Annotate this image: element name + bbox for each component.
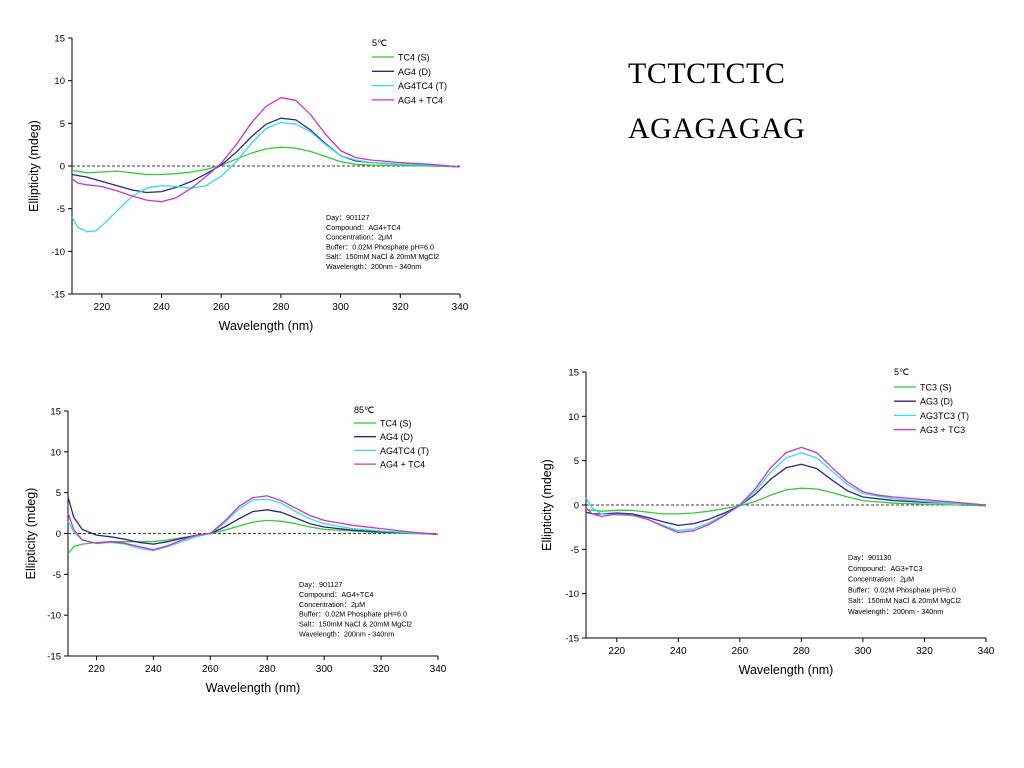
y-tick-label: -15 (565, 634, 579, 645)
y-tick-label: -10 (47, 611, 61, 622)
y-tick-label: -5 (57, 204, 65, 215)
y-axis-label: Ellipticity (mdeg) (27, 120, 41, 212)
series-line-4 (67, 495, 439, 551)
info-line: Compound：AG4+TC4 (299, 590, 374, 599)
y-tick-label: 10 (50, 447, 61, 458)
legend-entry: TC4 (S) (380, 419, 412, 429)
info-line: Wavelength：200nm - 340nm (299, 630, 394, 639)
legend-entry: AG3TC3 (T) (920, 411, 969, 421)
info-line: Buffer：0.02M Phosphate pH=6.0 (848, 585, 956, 594)
info-line: Salt：150mM NaCl & 20mM MgCl2 (326, 252, 439, 261)
y-tick-label: 0 (56, 529, 61, 540)
series-line-4 (585, 446, 987, 534)
x-tick-label: 300 (316, 664, 333, 675)
x-tick-label: 280 (259, 664, 276, 675)
y-tick-label: 5 (574, 456, 579, 467)
y-tick-label: -5 (571, 545, 579, 556)
x-tick-label: 300 (332, 302, 349, 313)
info-line: Concentration：2μM (326, 233, 392, 242)
y-axis-label: Ellipticity (mdeg) (24, 488, 38, 580)
x-tick-label: 320 (373, 664, 390, 675)
info-line: Buffer：0.02M Phosphate pH=6.0 (326, 242, 434, 251)
y-tick-label: 15 (568, 368, 579, 379)
info-line: Compound：AG3+TC3 (848, 564, 923, 573)
legend-entry: TC3 (S) (920, 383, 952, 393)
x-tick-label: 260 (202, 664, 219, 675)
chart-3: -15 -10 -5 0 5 10 15 220 240 260 280 300 320 340 Wavel… (540, 367, 995, 677)
y-tick-label: -5 (53, 570, 61, 581)
sequence-line-2: AGAGAGAG (628, 112, 806, 145)
x-tick-label: 340 (978, 646, 995, 657)
x-tick-label: 340 (452, 302, 469, 313)
series-line-1 (585, 487, 987, 515)
series-line-2 (585, 463, 987, 527)
x-axis-label: Wavelength (nm) (219, 319, 314, 333)
legend-entry: AG3 + TC3 (920, 425, 965, 435)
legend-entry: AG4 + TC4 (398, 95, 443, 105)
series-line-2 (67, 496, 439, 545)
x-tick-label: 280 (793, 646, 810, 657)
legend-entry: AG4TC4 (T) (380, 446, 429, 456)
info-line: Concentration：2μM (299, 600, 365, 609)
y-tick-label: 10 (568, 412, 579, 423)
info-line: Concentration：2μM (848, 575, 914, 584)
x-axis-label: Wavelength (nm) (206, 681, 301, 695)
x-tick-label: 260 (732, 646, 749, 657)
info-line: Salt：150mM NaCl & 20mM MgCl2 (299, 620, 412, 629)
y-tick-label: -15 (51, 290, 65, 301)
temperature-label: 85℃ (354, 405, 374, 415)
series-line-3 (585, 452, 987, 532)
info-line: Day：901127 (326, 213, 369, 222)
y-tick-label: 15 (50, 407, 61, 418)
temperature-label: 5℃ (894, 367, 909, 377)
info-line: Day：901127 (299, 580, 342, 589)
x-tick-label: 320 (392, 302, 409, 313)
y-tick-label: 0 (574, 501, 579, 512)
x-tick-label: 260 (213, 302, 230, 313)
info-line: Wavelength：200nm - 340nm (848, 607, 943, 616)
x-tick-label: 240 (145, 664, 162, 675)
legend-entry: AG4TC4 (T) (398, 81, 447, 91)
x-tick-label: 240 (670, 646, 687, 657)
y-tick-label: 15 (54, 34, 65, 45)
x-axis-label: Wavelength (nm) (739, 663, 834, 677)
series-line-2 (71, 117, 461, 194)
x-tick-label: 300 (855, 646, 872, 657)
series-line-1 (71, 146, 461, 176)
x-tick-label: 280 (273, 302, 290, 313)
x-tick-label: 220 (94, 302, 111, 313)
x-tick-label: 320 (916, 646, 933, 657)
info-line: Day：901130 (848, 553, 891, 562)
y-tick-label: -10 (565, 589, 579, 600)
y-axis-label: Ellipticity (mdeg) (540, 459, 554, 551)
info-line: Salt：150mM NaCl & 20mM MgCl2 (848, 596, 961, 605)
series-line-3 (71, 121, 461, 233)
series-line-4 (71, 97, 461, 203)
x-tick-label: 220 (608, 646, 625, 657)
temperature-label: 5℃ (372, 38, 387, 48)
y-tick-label: -10 (51, 247, 65, 258)
legend-entry: TC4 (S) (398, 53, 430, 63)
x-tick-label: 340 (430, 664, 447, 675)
legend-entry: AG3 (D) (920, 397, 953, 407)
series-line-1 (67, 519, 439, 555)
y-tick-label: 5 (60, 119, 65, 130)
info-line: Compound：AG4+TC4 (326, 223, 401, 232)
y-tick-label: 10 (54, 76, 65, 87)
y-tick-label: -15 (47, 652, 61, 663)
legend-entry: AG4 + TC4 (380, 460, 425, 470)
y-tick-label: 5 (56, 488, 61, 499)
chart-1: -15 -10 -5 0 5 10 15 220 240 260 280 300 320 340 Wavel… (27, 34, 469, 334)
x-tick-label: 240 (153, 302, 170, 313)
x-tick-label: 220 (88, 664, 105, 675)
legend-entry: AG4 (D) (398, 67, 431, 77)
legend-entry: AG4 (D) (380, 432, 413, 442)
y-tick-label: 0 (60, 162, 65, 173)
info-line: Buffer：0.02M Phosphate pH=6.0 (299, 610, 407, 619)
info-line: Wavelength：200nm - 340nm (326, 262, 421, 271)
sequence-line-1: TCTCTCTC (628, 57, 786, 90)
chart-2: -15 -10 -5 0 5 10 15 220 240 260 280 300 320 340 Wavel… (24, 405, 447, 695)
